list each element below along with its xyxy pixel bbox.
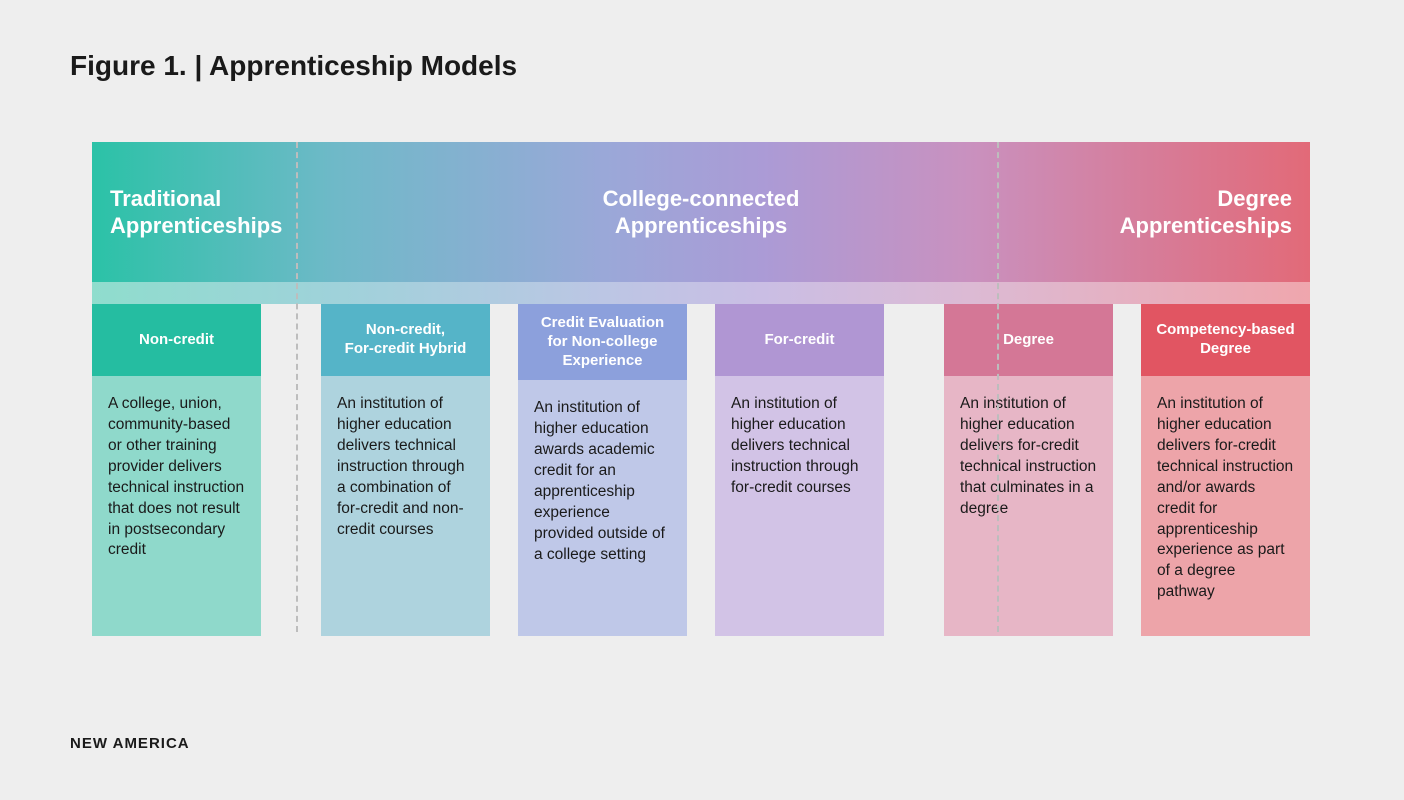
- page: Figure 1. | Apprenticeship Models Tradit…: [0, 0, 1404, 800]
- header-label-degree: DegreeApprenticeships: [1120, 185, 1292, 240]
- column-credit-eval: Credit Evaluation for Non-college Experi…: [518, 304, 687, 636]
- column-head-for-credit: For-credit: [715, 304, 884, 376]
- column-for-credit: For-creditAn institution of higher educa…: [715, 304, 884, 636]
- header-label-traditional: TraditionalApprenticeships: [110, 185, 282, 240]
- column-competency: Competency-based DegreeAn institution of…: [1141, 304, 1310, 636]
- column-degree: DegreeAn institution of higher education…: [944, 304, 1113, 636]
- divider-2: [997, 142, 999, 632]
- column-gap: [261, 304, 321, 636]
- columns-row: Non-creditA college, union, community-ba…: [92, 304, 1310, 636]
- column-body-non-credit: A college, union, community-based or oth…: [92, 376, 261, 636]
- column-non-credit: Non-creditA college, union, community-ba…: [92, 304, 261, 636]
- column-body-degree: An institution of higher education deliv…: [944, 376, 1113, 636]
- column-body-hybrid: An institution of higher education deliv…: [321, 376, 490, 636]
- column-head-hybrid: Non-credit,For-credit Hybrid: [321, 304, 490, 376]
- chart: TraditionalApprenticeships College-conne…: [92, 142, 1310, 636]
- column-body-for-credit: An institution of higher education deliv…: [715, 376, 884, 636]
- column-head-degree: Degree: [944, 304, 1113, 376]
- figure-title: Figure 1. | Apprenticeship Models: [70, 50, 1334, 82]
- column-head-credit-eval: Credit Evaluation for Non-college Experi…: [518, 304, 687, 380]
- header-band: TraditionalApprenticeships College-conne…: [92, 142, 1310, 282]
- column-body-credit-eval: An institution of higher education award…: [518, 380, 687, 636]
- spacer-row: [92, 282, 1310, 304]
- column-head-non-credit: Non-credit: [92, 304, 261, 376]
- column-hybrid: Non-credit,For-credit HybridAn instituti…: [321, 304, 490, 636]
- divider-1: [296, 142, 298, 632]
- header-label-college-connected: College-connectedApprenticeships: [603, 185, 800, 240]
- column-gap: [490, 304, 518, 636]
- column-gap: [687, 304, 715, 636]
- column-body-competency: An institution of higher education deliv…: [1141, 376, 1310, 636]
- column-gap: [1113, 304, 1141, 636]
- footer-logo: NEW AMERICA: [70, 735, 190, 752]
- column-gap: [884, 304, 944, 636]
- column-head-competency: Competency-based Degree: [1141, 304, 1310, 376]
